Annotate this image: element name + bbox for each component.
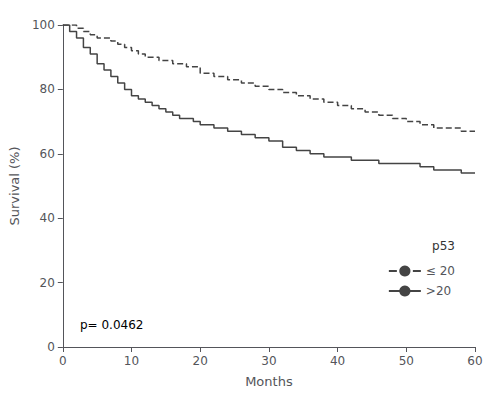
- svg-text:40: 40: [330, 354, 345, 368]
- svg-text:>20: >20: [426, 284, 451, 298]
- svg-text:60: 60: [40, 147, 55, 161]
- svg-text:10: 10: [124, 354, 139, 368]
- svg-text:50: 50: [399, 354, 414, 368]
- svg-text:p53: p53: [432, 239, 455, 253]
- svg-text:100: 100: [32, 18, 55, 32]
- svg-text:0: 0: [47, 340, 55, 354]
- svg-text:≤ 20: ≤ 20: [426, 264, 455, 278]
- svg-text:Survival (%): Survival (%): [7, 146, 22, 225]
- svg-text:60: 60: [467, 354, 482, 368]
- svg-text:Months: Months: [245, 374, 293, 389]
- svg-text:p= 0.0462: p= 0.0462: [80, 318, 143, 332]
- svg-text:80: 80: [40, 82, 55, 96]
- svg-text:40: 40: [40, 211, 55, 225]
- svg-text:30: 30: [261, 354, 276, 368]
- svg-text:20: 20: [193, 354, 208, 368]
- svg-text:20: 20: [40, 276, 55, 290]
- svg-text:0: 0: [59, 354, 67, 368]
